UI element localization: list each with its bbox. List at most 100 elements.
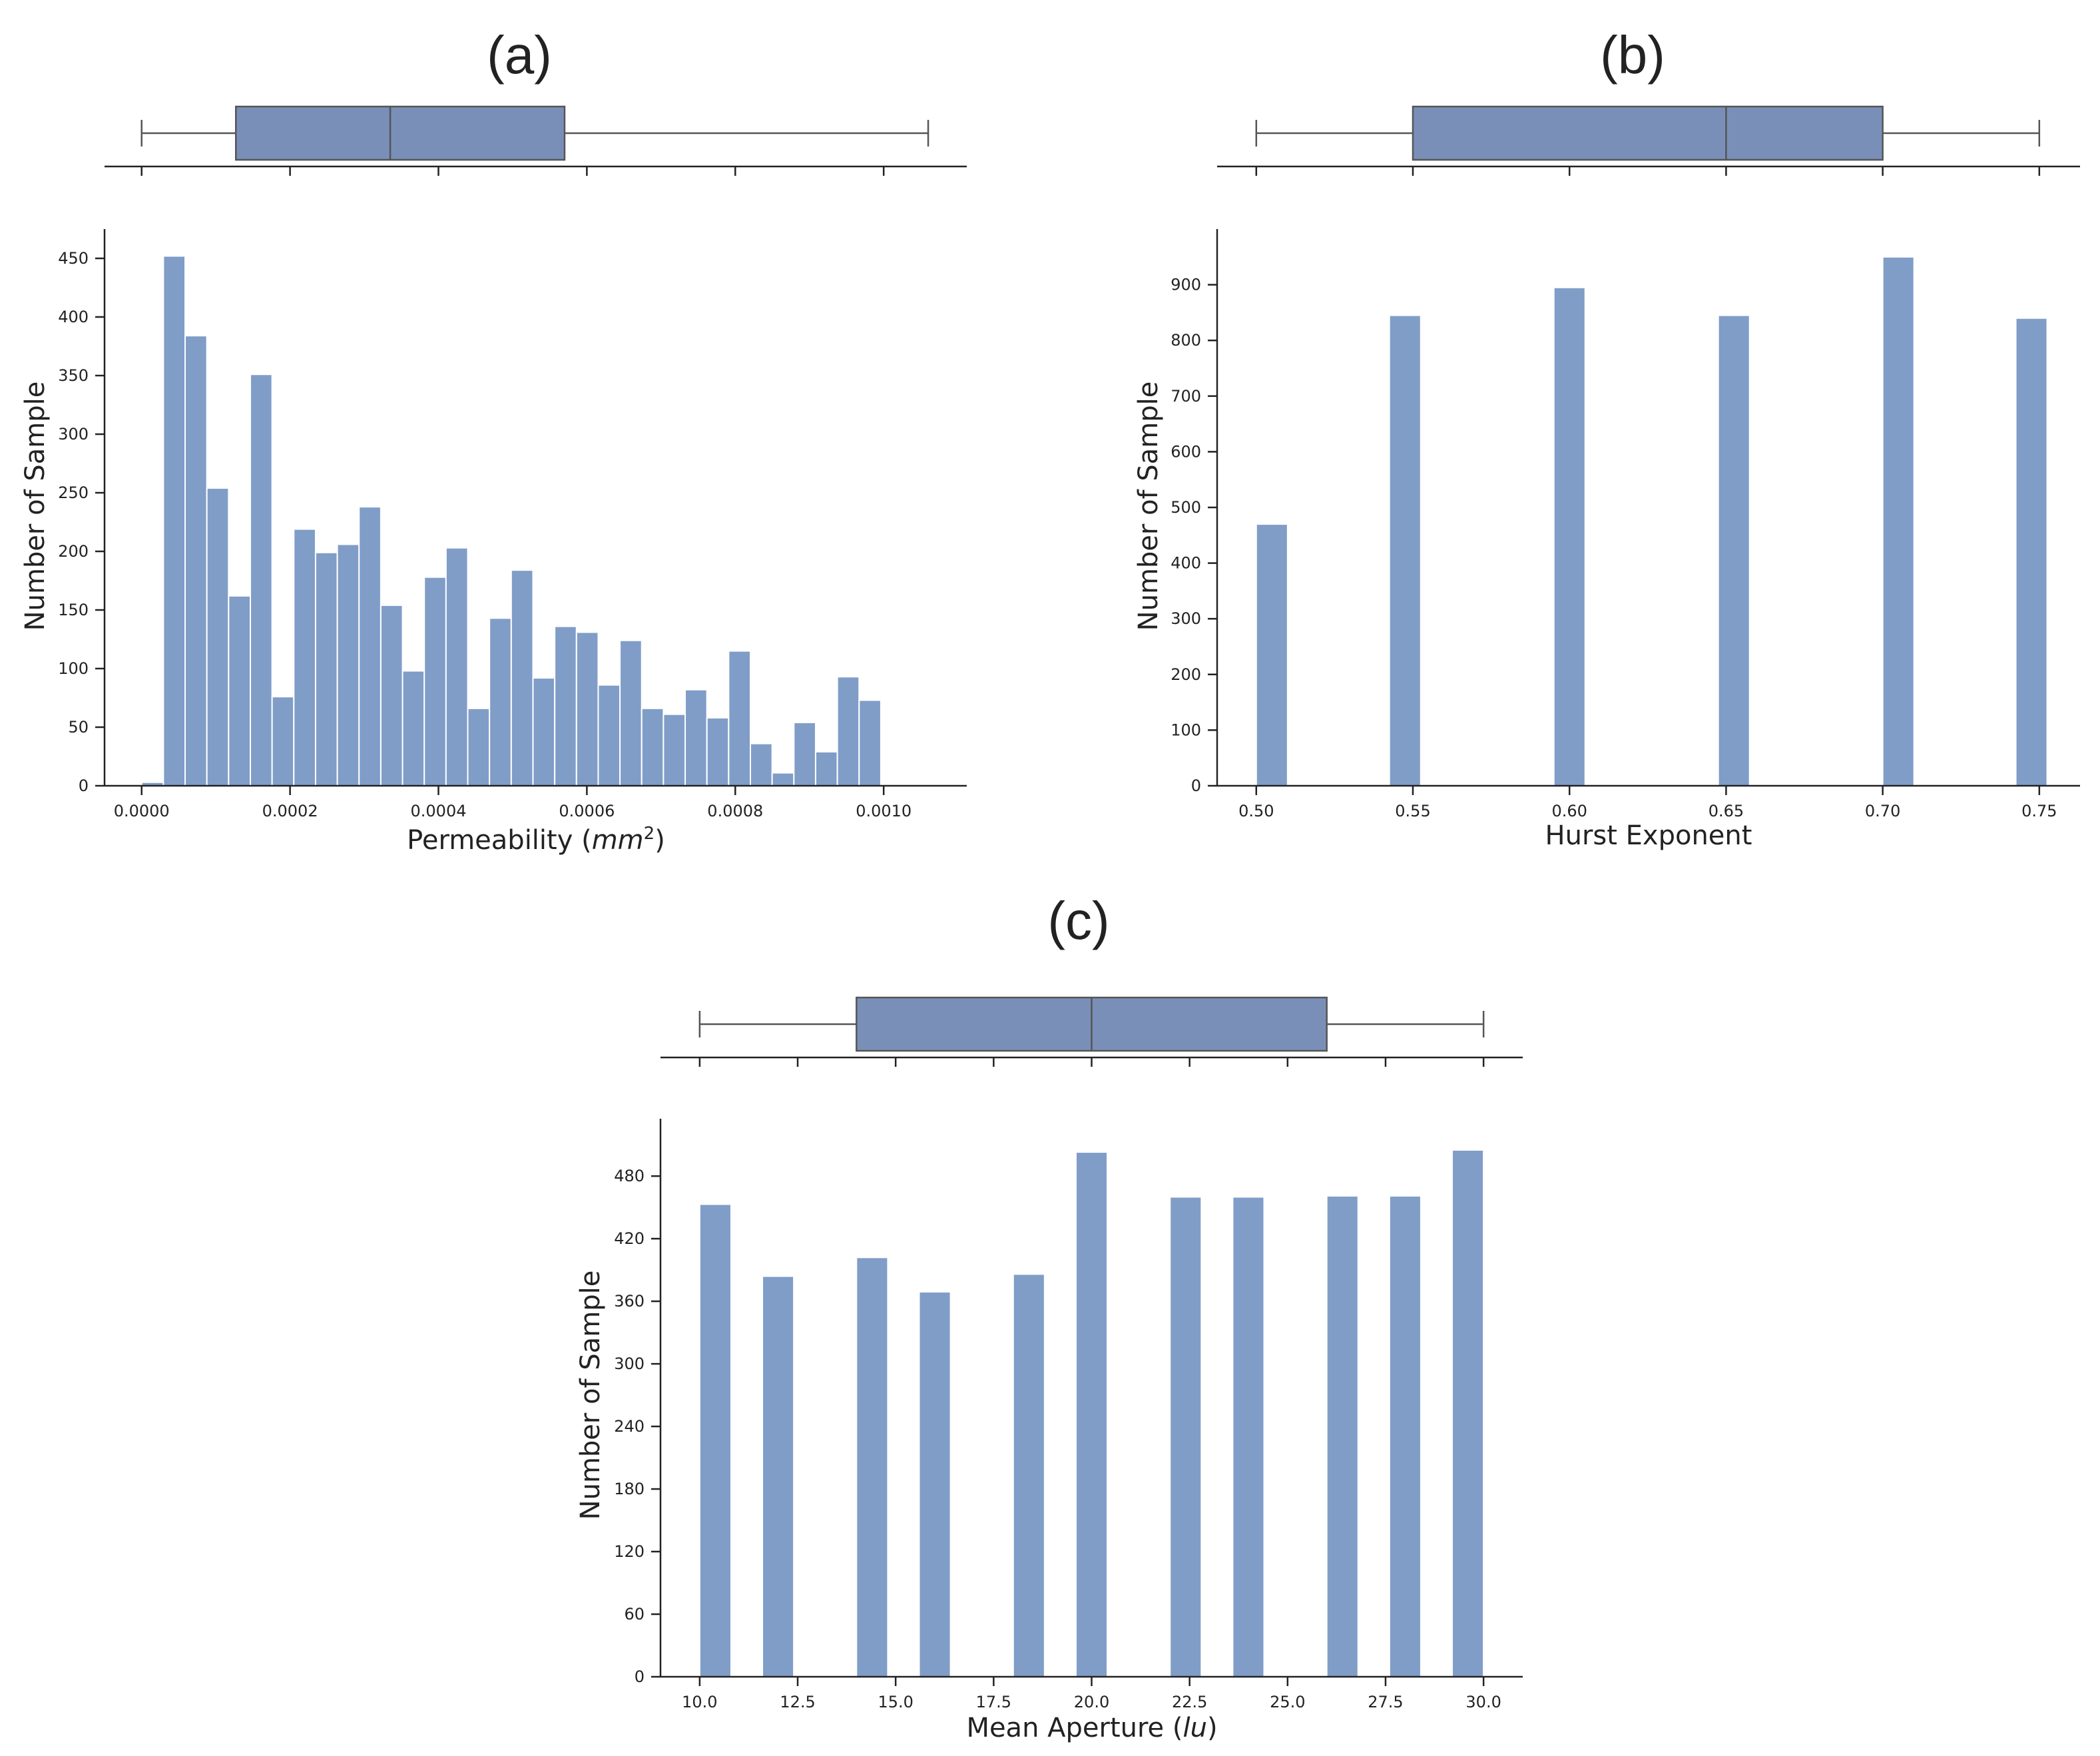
panel-c-bar-4	[1012, 1273, 1045, 1677]
panel-b-title: (b)	[1600, 25, 1665, 85]
panel-a-ytick-label-7: 350	[58, 366, 89, 385]
panel-a-bar-32	[836, 676, 860, 786]
panel-b-ytick-label-0: 0	[1191, 776, 1201, 795]
panel-b-ylabel: Number of Sample	[1133, 382, 1164, 631]
panel-c-xtick-label-2: 15.0	[878, 1693, 913, 1711]
panel-b-boxplot	[1217, 105, 2080, 176]
panel-a-bar-7	[293, 528, 316, 786]
panel-a-ytick-label-9: 450	[58, 249, 89, 268]
panel-c-bar-9	[1388, 1195, 1422, 1678]
panel-b-xtick-label-3: 0.65	[1708, 802, 1744, 820]
panel-a-bar-16	[489, 617, 512, 786]
panel-a-xtick-label-5: 0.0010	[856, 802, 912, 820]
panel-a-ylabel: Number of Sample	[20, 382, 51, 631]
panel-c-ytick-label-6: 360	[614, 1292, 645, 1311]
panel-a-bar-23	[641, 707, 664, 786]
panel-a-bar-10	[358, 506, 382, 786]
panel-c: (c) 10.0 12.5 15.0 17.5 20.0 22.5 25.0 27.5 30.0…	[575, 891, 1523, 1743]
panel-a-axes: 0.0000 0.0002 0.0004 0.0006 0.0008 0.0010 0 50 1…	[58, 229, 967, 820]
panel-a-ytick-label-0: 0	[79, 776, 89, 795]
panel-a-bar-17	[510, 569, 534, 786]
panel-a-bar-4	[228, 595, 251, 786]
panel-a-bar-14	[445, 547, 469, 786]
panel-a-bar-28	[750, 742, 773, 787]
panel-c-bar-5	[1075, 1151, 1109, 1677]
panel-b-ytick-label-9: 900	[1171, 276, 1201, 294]
panel-b-bar-1	[1388, 314, 1422, 786]
panel-a-bar-8	[314, 551, 338, 786]
panel-a-bar-5	[249, 374, 273, 786]
panel-b-box	[1412, 105, 1884, 161]
panel-a-xlabel: Permeability (mm2)	[407, 824, 665, 856]
panel-a-ytick-label-4: 200	[58, 542, 89, 561]
panel-b-ytick-label-5: 500	[1171, 498, 1201, 517]
panel-a-ytick-label-5: 250	[58, 483, 89, 502]
panel-a-ytick-label-6: 300	[58, 425, 89, 443]
panel-a-bar-20	[575, 631, 599, 786]
panel-a-bar-15	[467, 707, 491, 786]
panel-c-bar-1	[762, 1275, 795, 1677]
panel-b-bar-4	[1882, 256, 1915, 786]
panel-a-bar-30	[793, 721, 816, 786]
panel-c-ytick-label-3: 180	[614, 1480, 645, 1498]
panel-a-xtick-label-3: 0.0006	[559, 802, 615, 820]
panel-c-ytick-label-7: 420	[614, 1229, 645, 1248]
panel-c-xtick-label-6: 25.0	[1270, 1693, 1305, 1711]
panel-c-xtick-label-8: 30.0	[1465, 1693, 1501, 1711]
panel-b-axes: 0.50 0.55 0.60 0.65 0.70 0.75 0 100 200 300 400 500…	[1171, 229, 2080, 820]
panel-c-bar-0	[698, 1203, 732, 1677]
panel-b-bars	[1255, 256, 2048, 787]
panel-c-bar-10	[1451, 1149, 1485, 1677]
panel-a-xlabel-text: Permeability	[407, 825, 573, 856]
panel-c-bars	[698, 1149, 1485, 1678]
panel-a-xtick-label-4: 0.0008	[707, 802, 763, 820]
panel-b-ytick-label-7: 700	[1171, 387, 1201, 406]
panel-a-xtick-label-1: 0.0002	[262, 802, 318, 820]
panel-a-bar-19	[554, 625, 577, 787]
panel-c-axes: 10.0 12.5 15.0 17.5 20.0 22.5 25.0 27.5 30.0 0 60 1…	[614, 1119, 1523, 1711]
panel-a-bars	[140, 255, 882, 787]
panel-c-bar-7	[1232, 1196, 1265, 1677]
panel-b-xtick-label-2: 0.60	[1552, 802, 1587, 820]
panel-b-xtick-label-0: 0.50	[1238, 802, 1274, 820]
panel-a-bar-31	[814, 750, 838, 786]
panel-a-title: (a)	[487, 25, 552, 85]
panel-b-ytick-label-3: 300	[1171, 609, 1201, 628]
panel-c-xlabel: Mean Aperture (lu)	[966, 1713, 1217, 1743]
panel-b-xtick-label-5: 0.75	[2021, 802, 2057, 820]
panel-a-ytick-label-8: 400	[58, 308, 89, 326]
panel-c-xtick-label-1: 12.5	[780, 1693, 815, 1711]
panel-a-bar-11	[380, 604, 403, 787]
panel-a-bar-3	[206, 487, 230, 787]
panel-a-bar-26	[706, 717, 730, 787]
panel-a-xlabel-exponent: 2	[644, 824, 655, 844]
panel-b-ytick-label-8: 800	[1171, 331, 1201, 350]
panel-c-bar-8	[1326, 1195, 1359, 1678]
panel-c-ylabel: Number of Sample	[575, 1271, 606, 1520]
panel-c-xlabel-text: Mean Aperture	[966, 1713, 1164, 1743]
panel-a-boxplot	[105, 105, 967, 176]
panel-c-xtick-label-4: 20.0	[1074, 1693, 1109, 1711]
panel-b-ytick-label-4: 400	[1171, 554, 1201, 573]
panel-c-xtick-label-0: 10.0	[682, 1693, 717, 1711]
panel-c-ytick-label-4: 240	[614, 1417, 645, 1436]
panel-a-bar-29	[771, 772, 795, 787]
panel-b-xlabel: Hurst Exponent	[1545, 820, 1752, 851]
panel-b: (b) 0.50 0.55 0.60 0.65 0.70 0.75 0 100 200 300 40…	[1133, 25, 2080, 851]
panel-b-xtick-label-1: 0.55	[1395, 802, 1430, 820]
panel-c-bar-3	[918, 1291, 951, 1677]
panel-b-ytick-label-6: 600	[1171, 442, 1201, 461]
panel-a-bar-25	[684, 689, 708, 787]
panel-c-ytick-label-2: 120	[614, 1542, 645, 1561]
panel-c-bar-2	[856, 1257, 889, 1677]
panel-c-ytick-label-0: 0	[635, 1667, 645, 1686]
panel-c-ytick-label-1: 60	[624, 1605, 645, 1623]
panel-c-xtick-label-7: 27.5	[1368, 1693, 1403, 1711]
panel-a-bar-9	[336, 543, 360, 786]
panel-c-ytick-label-8: 480	[614, 1167, 645, 1185]
panel-c-xtick-label-3: 17.5	[976, 1693, 1011, 1711]
panel-b-ytick-label-2: 200	[1171, 665, 1201, 684]
panel-c-bar-6	[1169, 1196, 1202, 1677]
panel-a: (a) 0.0000 0.0002 0.0004 0.0006 0.0008 0.0010…	[20, 25, 967, 856]
